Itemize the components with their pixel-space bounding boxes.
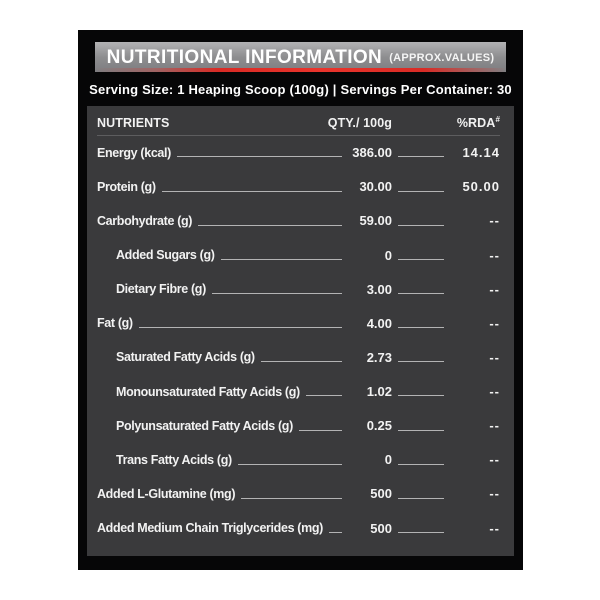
qty-value: 3.00 [366, 281, 392, 297]
nutrient-label: Added L-Glutamine (mg) [97, 487, 236, 502]
qty-value: 4.00 [366, 315, 392, 331]
qty-value: 1.02 [366, 384, 392, 400]
page-title: NUTRITIONAL INFORMATION [106, 46, 383, 68]
leader-line-2 [398, 429, 444, 431]
leader-line-2 [398, 395, 444, 397]
leader-line-2 [398, 361, 444, 363]
qty-value: 0 [384, 247, 392, 263]
nutrient-row: Monounsaturated Fatty Acids (g) 1.02 -- [97, 384, 500, 400]
qty-value: 59.00 [359, 213, 392, 229]
nutrient-row: Carbohydrate (g) 59.00 -- [97, 213, 500, 229]
leader-line-2 [398, 292, 444, 294]
leader-line-2 [398, 463, 444, 465]
leader-line-2 [398, 156, 444, 158]
qty-value: 0 [384, 452, 392, 468]
column-header-rda: %RDA# [456, 115, 500, 131]
leader-line-2 [398, 258, 444, 260]
nutrient-label: Trans Fatty Acids (g) [116, 452, 232, 467]
leader-line [198, 224, 342, 226]
leader-line-2 [398, 531, 444, 533]
leader-line [305, 395, 342, 397]
nutrient-label: Protein (g) [97, 179, 156, 194]
nutrient-label: Added Medium Chain Triglycerides (mg) [97, 521, 323, 536]
rda-value: -- [489, 452, 500, 468]
nutrient-row: Added L-Glutamine (mg) 500 -- [97, 486, 500, 502]
leader-line [211, 292, 342, 294]
rda-value: -- [489, 418, 500, 434]
rda-value: -- [489, 486, 500, 502]
leader-line-2 [398, 190, 444, 192]
qty-value: 2.73 [366, 349, 392, 365]
approx-values-label: (APPROX.VALUES) [389, 52, 495, 64]
nutrient-label: Monounsaturated Fatty Acids (g) [116, 384, 300, 399]
nutrient-row: Fat (g) 4.00 -- [97, 315, 500, 331]
nutrient-row: Added Sugars (g) 0 -- [97, 247, 500, 263]
leader-line-2 [398, 327, 444, 329]
nutrient-row: Added Medium Chain Triglycerides (mg) 50… [97, 520, 500, 536]
qty-value: 500 [370, 486, 392, 502]
nutrient-row: Trans Fatty Acids (g) 0 -- [97, 452, 500, 468]
leader-line [176, 156, 342, 158]
nutrients-table: NUTRIENTS QTY./ 100g %RDA# Energy (kcal)… [87, 106, 514, 556]
serving-info: Serving Size: 1 Heaping Scoop (100g) | S… [89, 81, 512, 97]
rda-value: -- [489, 213, 500, 229]
nutrient-row: Protein (g) 30.00 50.00 [97, 179, 500, 195]
nutrient-rows: Energy (kcal) 386.00 14.14 Protein (g) 3… [97, 136, 500, 546]
nutrient-label: Polyunsaturated Fatty Acids (g) [116, 418, 293, 433]
leader-line [138, 327, 342, 329]
nutrient-row: Saturated Fatty Acids (g) 2.73 -- [97, 349, 500, 365]
nutrient-row: Dietary Fibre (g) 3.00 -- [97, 281, 500, 297]
nutrient-label: Carbohydrate (g) [97, 213, 193, 228]
leader-line [328, 531, 342, 533]
qty-value: 500 [370, 520, 392, 536]
leader-line [298, 429, 342, 431]
nutrient-label: Added Sugars (g) [116, 248, 215, 263]
nutrient-label: Energy (kcal) [97, 145, 171, 160]
column-header-qty: QTY./ 100g [327, 116, 392, 131]
qty-value: 30.00 [359, 179, 392, 195]
nutrition-label-panel: NUTRITIONAL INFORMATION (APPROX.VALUES) … [78, 30, 523, 570]
rda-value: -- [489, 281, 500, 297]
leader-line [161, 190, 342, 192]
nutrient-label: Saturated Fatty Acids (g) [116, 350, 255, 365]
rda-note-symbol: # [495, 115, 500, 124]
title-bar: NUTRITIONAL INFORMATION (APPROX.VALUES) [95, 42, 506, 72]
leader-line [260, 361, 342, 363]
leader-line [241, 497, 342, 499]
nutrient-row: Energy (kcal) 386.00 14.14 [97, 145, 500, 161]
leader-line [237, 463, 342, 465]
qty-value: 386.00 [352, 145, 392, 161]
red-accent-line [95, 68, 506, 72]
nutrient-row: Polyunsaturated Fatty Acids (g) 0.25 -- [97, 418, 500, 434]
leader-line [220, 258, 342, 260]
rda-value: 50.00 [462, 179, 500, 195]
rda-value: -- [489, 520, 500, 536]
column-header-nutrients: NUTRIENTS [97, 116, 170, 131]
rda-value: -- [489, 247, 500, 263]
nutrient-label: Fat (g) [97, 316, 133, 331]
rda-value: -- [489, 315, 500, 331]
nutrient-label: Dietary Fibre (g) [116, 282, 206, 297]
rda-value: -- [489, 384, 500, 400]
leader-line-2 [398, 224, 444, 226]
rda-value: -- [489, 349, 500, 365]
rda-value: 14.14 [462, 145, 500, 161]
qty-value: 0.25 [366, 418, 392, 434]
leader-line-2 [398, 497, 444, 499]
table-header-row: NUTRIENTS QTY./ 100g %RDA# [97, 115, 500, 137]
